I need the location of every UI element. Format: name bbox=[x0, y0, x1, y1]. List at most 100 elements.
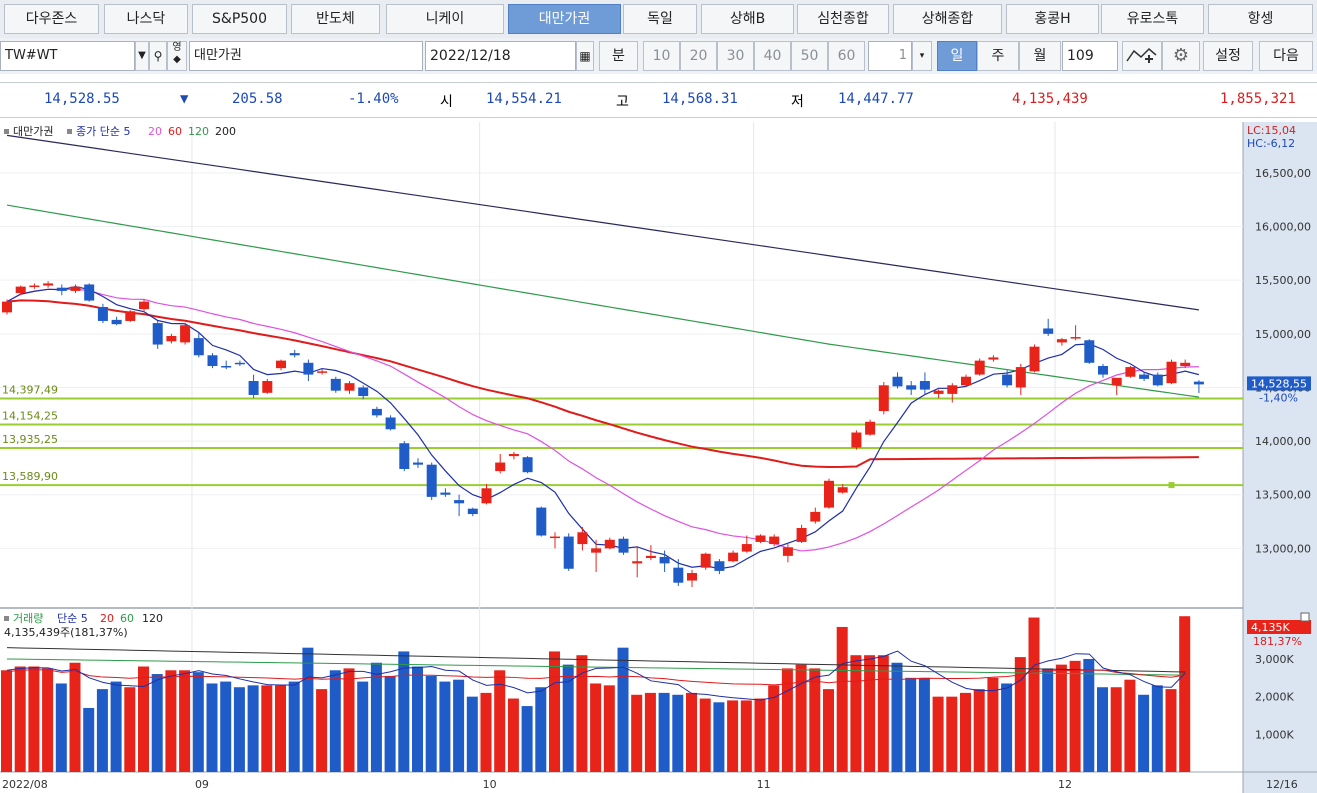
candle-body bbox=[687, 573, 697, 581]
period-spin-icon[interactable]: ▾ bbox=[912, 41, 932, 71]
count-input[interactable]: 109 bbox=[1062, 41, 1118, 71]
tab-hangseng[interactable]: 항셍 bbox=[1208, 4, 1313, 34]
candle-body bbox=[248, 381, 259, 395]
close-icon[interactable] bbox=[1300, 612, 1310, 622]
date-input[interactable]: 2022/12/18 bbox=[425, 41, 576, 71]
minute-30-button[interactable]: 30 bbox=[717, 41, 754, 71]
legend-name: 대만가권 bbox=[13, 125, 53, 138]
volume-bar bbox=[1001, 683, 1013, 772]
daily-button[interactable]: 일 bbox=[937, 41, 977, 71]
last-volume-tag bbox=[1247, 620, 1311, 634]
market-tabs: 다우존스 나스닥 S&P500 반도체 니케이 대만가권 독일 상해B 심천종합… bbox=[0, 0, 1317, 38]
minute-20-button[interactable]: 20 bbox=[680, 41, 717, 71]
y-tick-label: 14,000,00 bbox=[1255, 435, 1311, 448]
candle-body bbox=[947, 385, 958, 394]
candle-body bbox=[810, 511, 821, 522]
gear-icon[interactable]: ⚙ bbox=[1162, 41, 1200, 71]
price-legend: 대만가권 종가 단순 5 20 60 120 200 LC:15,04 HC:-… bbox=[4, 124, 1296, 150]
candle-body bbox=[536, 507, 547, 536]
candle-body bbox=[755, 535, 766, 542]
symbol-name-field: 대만가권 bbox=[189, 41, 423, 71]
tab-hongkong-h[interactable]: 홍콩H bbox=[1006, 4, 1099, 34]
volume-bar bbox=[480, 692, 492, 772]
volume-bar bbox=[1042, 668, 1054, 772]
volume-bar bbox=[809, 668, 821, 772]
candle-body bbox=[139, 301, 149, 310]
calendar-icon[interactable]: ▦ bbox=[576, 41, 594, 71]
tab-taiwan[interactable]: 대만가권 bbox=[508, 4, 621, 34]
weekly-button[interactable]: 주 bbox=[977, 41, 1019, 71]
chevron-down-icon[interactable]: ▼ bbox=[135, 41, 149, 71]
ma60-line bbox=[6, 299, 1199, 468]
legend-ma5: 종가 단순 5 bbox=[76, 125, 130, 138]
x-tick-label: 11 bbox=[757, 778, 771, 791]
candle-body bbox=[276, 360, 286, 369]
next-button[interactable]: 다음 bbox=[1259, 41, 1313, 71]
last-change-label: -1,40% bbox=[1259, 391, 1298, 404]
legend-vol-ma120: 120 bbox=[142, 612, 163, 625]
price-change: 205.58 bbox=[232, 91, 283, 107]
low-label: 저 bbox=[791, 94, 804, 110]
candle-body bbox=[440, 492, 451, 495]
candle-body bbox=[1152, 374, 1163, 386]
settings-button[interactable]: 설정 bbox=[1203, 41, 1253, 71]
tab-germany[interactable]: 독일 bbox=[623, 4, 697, 34]
tab-dowjones[interactable]: 다우존스 bbox=[4, 4, 99, 34]
legend-vol-ma5: 단순 5 bbox=[57, 612, 88, 625]
candle-body bbox=[1180, 362, 1191, 366]
candle-body bbox=[1139, 374, 1150, 379]
symbol-code-input[interactable]: TW#WT bbox=[0, 41, 135, 71]
volume-bar bbox=[384, 675, 396, 772]
volume-bar bbox=[987, 677, 999, 772]
legend-ma120: 120 bbox=[188, 125, 209, 138]
tab-shanghai-composite[interactable]: 상해종합 bbox=[893, 4, 1002, 34]
candle-body bbox=[43, 283, 54, 286]
volume-bar bbox=[55, 683, 67, 772]
x-tick-label-last: 12/16 bbox=[1266, 778, 1298, 791]
minute-10-button[interactable]: 10 bbox=[643, 41, 680, 71]
search-icon[interactable]: ⚲ bbox=[149, 41, 167, 71]
volume-value: 4,135,439 bbox=[1012, 91, 1088, 107]
x-tick-label: 09 bbox=[195, 778, 209, 791]
y-tick-label: 16,500,00 bbox=[1255, 167, 1311, 180]
tab-semiconductor[interactable]: 반도체 bbox=[291, 4, 380, 34]
candle-body bbox=[262, 381, 273, 393]
volume-bar bbox=[14, 666, 26, 772]
tab-nikkei[interactable]: 니케이 bbox=[386, 4, 504, 34]
period-input[interactable]: 1 bbox=[868, 41, 912, 71]
y-tick-label: 15,000,00 bbox=[1255, 328, 1311, 341]
minute-60-button[interactable]: 60 bbox=[828, 41, 865, 71]
minute-50-button[interactable]: 50 bbox=[791, 41, 828, 71]
price-volume-chart[interactable]: 14,397,49 14,154,25 13,935,25 13,589,90 16,… bbox=[0, 122, 1317, 793]
candle-body bbox=[645, 555, 656, 559]
x-tick-label: 10 bbox=[483, 778, 497, 791]
tab-shanghai-b[interactable]: 상해B bbox=[701, 4, 794, 34]
candle-body bbox=[632, 561, 643, 564]
y-tick-label: 16,000,00 bbox=[1255, 221, 1311, 234]
volume-bar bbox=[83, 707, 95, 772]
candle-body bbox=[1029, 346, 1040, 372]
tab-eurostoxx[interactable]: 유로스톡 bbox=[1101, 4, 1204, 34]
candle-body bbox=[659, 556, 670, 564]
volume-bar bbox=[96, 689, 108, 772]
ma200-line bbox=[6, 134, 1199, 311]
legend-square-icon bbox=[4, 129, 9, 134]
candle-body bbox=[358, 387, 369, 397]
tab-sp500[interactable]: S&P500 bbox=[192, 4, 287, 34]
candle-body bbox=[84, 284, 95, 301]
y-tick-label: 13,500,00 bbox=[1255, 489, 1311, 502]
candle-body bbox=[988, 357, 999, 360]
minute-40-button[interactable]: 40 bbox=[754, 41, 791, 71]
chart-tool-icon[interactable] bbox=[1122, 41, 1162, 71]
candle-body bbox=[454, 500, 465, 504]
candle-body bbox=[892, 376, 903, 387]
monthly-button[interactable]: 월 bbox=[1019, 41, 1061, 71]
english-toggle-icon[interactable]: 영 ◆ bbox=[167, 41, 187, 71]
open-label: 시 bbox=[440, 94, 453, 110]
tab-nasdaq[interactable]: 나스닥 bbox=[104, 4, 188, 34]
volume-y-tick-label: 3,000K bbox=[1255, 653, 1294, 666]
candle-body bbox=[193, 338, 204, 356]
minute-unit-button[interactable]: 분 bbox=[599, 41, 638, 71]
tab-shenzhen[interactable]: 심천종합 bbox=[797, 4, 889, 34]
volume-bar bbox=[549, 651, 560, 772]
